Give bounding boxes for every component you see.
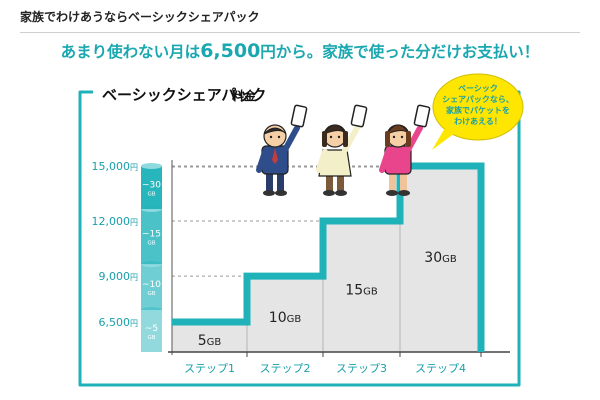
x-tick-label-2: ステップ2 <box>260 362 311 375</box>
x-tick-label-1: ステップ1 <box>184 362 235 375</box>
price-tick-1: 6,500円 <box>99 316 139 329</box>
capacity-tick-unit: GB <box>147 241 155 247</box>
person-eye <box>269 135 273 139</box>
price-tick-4: 15,000円 <box>92 160 139 173</box>
person-shoe <box>263 190 275 196</box>
header-title: 家族でわけあうならベーシックシェアパック <box>20 10 260 24</box>
phone-icon <box>413 104 431 128</box>
step-fill-1 <box>172 322 247 352</box>
person-arm <box>379 149 391 173</box>
person-hair <box>385 131 390 147</box>
capacity-tick-4: ~30 <box>142 181 161 191</box>
capacity-segment-1 <box>141 310 162 352</box>
person-mother <box>316 104 368 196</box>
series-step-line <box>172 162 485 352</box>
person-eye <box>277 135 281 139</box>
person-leg <box>266 172 273 192</box>
capacity-segment-cap <box>141 163 162 169</box>
capacity-tick-unit: GB <box>147 192 155 198</box>
person-shoe <box>275 190 287 196</box>
person-arm <box>316 149 328 173</box>
person-shoe <box>386 190 398 196</box>
person-arm <box>256 149 268 173</box>
person-leg <box>326 172 333 192</box>
chart-title: ベーシックシェアパック <box>102 86 266 104</box>
speech-bubble-line-2: シェアパックなら、 <box>442 94 514 104</box>
person-arm <box>282 125 300 153</box>
person-eye <box>337 135 341 139</box>
capacity-segment-2 <box>141 264 162 310</box>
capacity-tick-unit: GB <box>147 291 155 297</box>
capacity-segment-4 <box>141 166 162 210</box>
headline: あまり使わない月は6,500円から。家族で使った分だけお支払い！ <box>0 40 600 62</box>
person-leg <box>389 172 396 192</box>
capacity-tick-unit: GB <box>147 335 155 341</box>
speech-bubble-line-1: ベーシック <box>458 83 498 93</box>
step-fill-4 <box>400 166 481 352</box>
speech-bubble-shape <box>432 73 524 141</box>
person-hair <box>263 127 287 135</box>
person-hair <box>406 131 411 147</box>
person-eye <box>329 135 333 139</box>
value-label-4: 30GB <box>424 250 457 266</box>
headline-price: 6,500 <box>200 40 261 62</box>
headline-pre: あまり使わない月は <box>60 43 201 61</box>
person-leg <box>277 172 284 192</box>
value-label-1: 5GB <box>198 333 222 349</box>
phone-icon <box>350 104 368 128</box>
family-illustration <box>256 104 431 196</box>
person-shoe <box>323 190 335 196</box>
value-label-3: 15GB <box>345 283 378 299</box>
speech-bubble-tail <box>432 128 455 150</box>
person-leg <box>400 172 407 192</box>
step-fill-2 <box>247 276 323 352</box>
step-fill-3 <box>323 221 400 352</box>
person-eye <box>392 135 396 139</box>
person-tie <box>272 148 278 164</box>
x-tick-label-3: ステップ3 <box>336 362 387 375</box>
price-tick-2: 9,000円 <box>99 270 139 283</box>
person-eye <box>400 135 404 139</box>
person-father <box>256 104 308 196</box>
header-divider <box>20 32 580 33</box>
person-daughter <box>379 104 431 196</box>
person-shoe <box>398 190 410 196</box>
price-tick-3: 12,000円 <box>92 215 139 228</box>
capacity-tick-3: ~15 <box>142 230 161 240</box>
capacity-tick-2: ~10 <box>142 280 161 290</box>
speech-bubble-line-4: わけあえる！ <box>454 117 502 126</box>
person-hair <box>343 131 348 147</box>
person-leg <box>337 172 344 192</box>
person-hair <box>322 131 327 147</box>
capacity-tick-1: ~5 <box>145 324 158 334</box>
capacity-column <box>141 163 162 352</box>
capacity-segment-3 <box>141 209 162 265</box>
x-tick-label-4: ステップ4 <box>415 362 466 375</box>
person-shoe <box>335 190 347 196</box>
headline-post: 円から。家族で使った分だけお支払い！ <box>260 43 540 61</box>
value-label-2: 10GB <box>269 310 302 326</box>
phone-icon <box>290 104 308 128</box>
chart-title-suffix: 料金 <box>232 88 257 103</box>
speech-bubble-line-3: 家族でパケットを <box>446 105 510 115</box>
